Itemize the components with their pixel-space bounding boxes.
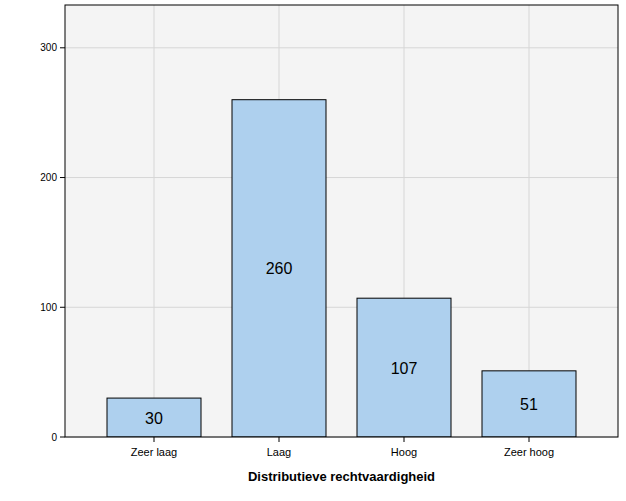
bar: [232, 100, 326, 437]
grid-line: [65, 177, 618, 178]
grid-line: [65, 47, 618, 48]
chart: 30 260 107 51 0 100 200 300 Zeer laag Laag Hoog Zee…: [0, 0, 626, 501]
data-label: 107: [391, 360, 418, 377]
x-tick: [279, 437, 280, 442]
plot-frame: [65, 5, 618, 437]
y-tick: [60, 437, 65, 438]
y-tick: [60, 47, 65, 48]
bar: [357, 298, 451, 437]
x-tick: [404, 437, 405, 442]
bars: [107, 100, 576, 437]
bar: [482, 371, 576, 437]
x-tick: [529, 437, 530, 442]
bar: [107, 398, 201, 437]
x-tick-label: Hoog: [391, 446, 417, 458]
grid-line-x: [154, 5, 155, 437]
x-axis-label: Distributieve rechtvaardigheid: [248, 469, 435, 484]
data-label: 260: [266, 260, 293, 277]
y-tick-label: 0: [51, 432, 57, 443]
x-tick-label: Zeer laag: [131, 446, 177, 458]
x-tick: [154, 437, 155, 442]
x-tick-label: Laag: [267, 446, 291, 458]
y-tick-label: 200: [40, 172, 57, 183]
plot-background: [65, 5, 618, 437]
grid-line: [65, 307, 618, 308]
data-label: 30: [145, 410, 163, 427]
data-label: 51: [520, 396, 538, 413]
x-tick-label: Zeer hoog: [504, 446, 554, 458]
y-tick: [60, 177, 65, 178]
y-tick: [60, 307, 65, 308]
y-tick-label: 100: [40, 302, 57, 313]
y-tick-label: 300: [40, 42, 57, 53]
